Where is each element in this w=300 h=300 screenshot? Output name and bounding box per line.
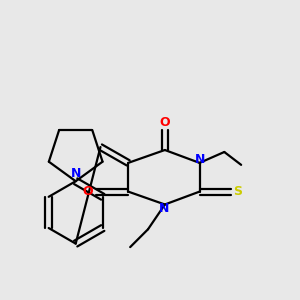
- Text: N: N: [70, 167, 81, 180]
- Text: N: N: [195, 153, 205, 167]
- Text: S: S: [234, 185, 243, 198]
- Text: O: O: [82, 185, 93, 198]
- Text: O: O: [160, 116, 170, 129]
- Text: N: N: [159, 202, 169, 214]
